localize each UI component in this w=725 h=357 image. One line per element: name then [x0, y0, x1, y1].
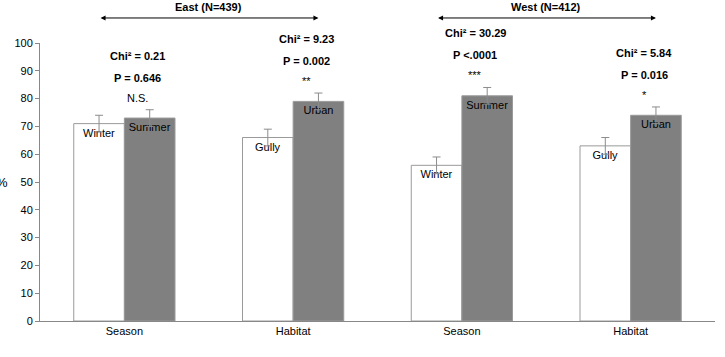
svg-text:Urban: Urban — [641, 118, 671, 130]
svg-text:Summer: Summer — [466, 99, 508, 111]
svg-text:50: 50 — [21, 176, 33, 188]
svg-text:P = 0.016: P = 0.016 — [621, 69, 668, 81]
svg-text:30: 30 — [21, 231, 33, 243]
svg-text:40: 40 — [21, 204, 33, 216]
svg-text:Summer: Summer — [129, 121, 171, 133]
svg-text:Habitat: Habitat — [276, 325, 311, 337]
svg-text:Chi² = 9.23: Chi² = 9.23 — [279, 33, 334, 45]
svg-text:60: 60 — [21, 148, 33, 160]
svg-text:Habitat: Habitat — [613, 325, 648, 337]
svg-text:***: *** — [468, 69, 482, 81]
svg-text:Winter: Winter — [421, 168, 453, 180]
svg-text:West (N=412): West (N=412) — [511, 1, 581, 13]
svg-text:P <.0001: P <.0001 — [453, 49, 497, 61]
svg-text:Winter: Winter — [83, 127, 115, 139]
svg-text:Gully: Gully — [593, 149, 619, 161]
svg-text:100: 100 — [14, 37, 32, 49]
svg-text:Gully: Gully — [255, 141, 281, 153]
svg-text:70: 70 — [21, 120, 33, 132]
svg-text:Season: Season — [443, 325, 480, 337]
svg-text:*: * — [642, 89, 647, 101]
svg-text:East (N=439): East (N=439) — [175, 1, 242, 13]
svg-text:20: 20 — [21, 259, 33, 271]
svg-text:%: % — [0, 175, 8, 190]
svg-text:10: 10 — [21, 287, 33, 299]
svg-text:P = 0.646: P = 0.646 — [114, 72, 161, 84]
svg-text:90: 90 — [21, 65, 33, 77]
svg-text:80: 80 — [21, 92, 33, 104]
svg-text:Chi² = 30.29: Chi² = 30.29 — [445, 27, 506, 39]
svg-text:**: ** — [302, 75, 311, 87]
svg-text:Chi² = 5.84: Chi² = 5.84 — [616, 47, 672, 59]
svg-text:Chi² = 0.21: Chi² = 0.21 — [110, 50, 165, 62]
svg-text:N.S.: N.S. — [127, 92, 148, 104]
svg-text:P = 0.002: P = 0.002 — [283, 55, 330, 67]
svg-text:Season: Season — [106, 325, 143, 337]
svg-text:Urban: Urban — [303, 104, 333, 116]
svg-text:0: 0 — [27, 315, 33, 327]
